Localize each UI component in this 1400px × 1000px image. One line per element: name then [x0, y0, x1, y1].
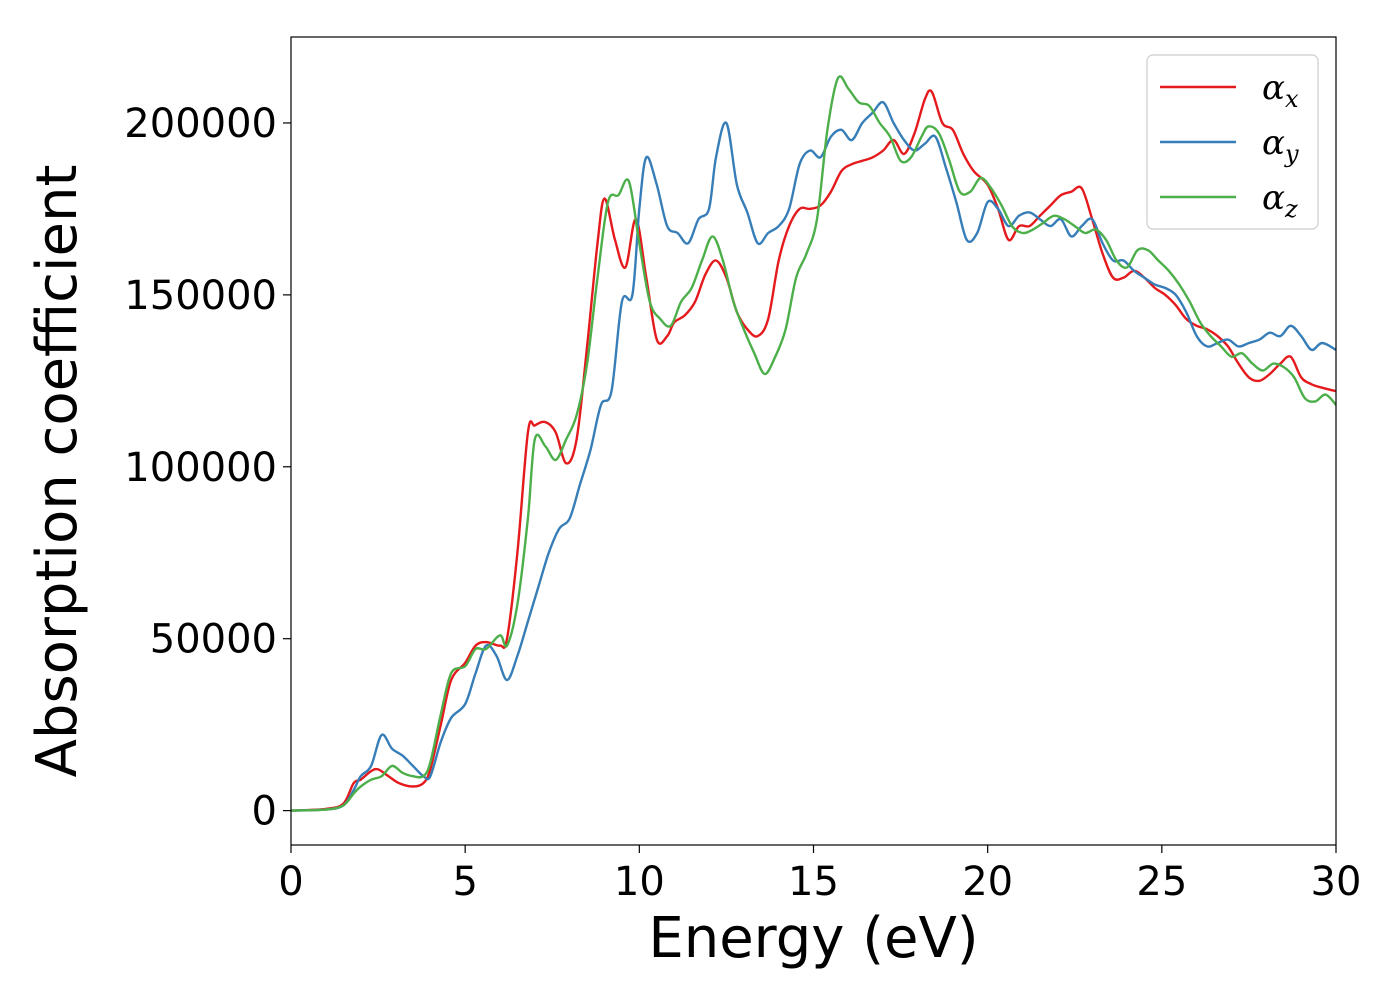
series-line-z: [291, 75, 1336, 812]
x-axis-title: Energy (eV): [648, 906, 978, 971]
x-tick-label: 15: [788, 859, 839, 905]
legend: αx αy αz: [1146, 54, 1319, 230]
x-tick-label: 0: [278, 859, 303, 905]
x-tick-label: 20: [962, 859, 1013, 905]
legend-label-x: αx: [1262, 68, 1299, 113]
x-axis: 0 5 10 15 20 25 30: [278, 845, 1361, 905]
x-tick-label: 25: [1136, 859, 1187, 905]
y-tick-label: 200000: [124, 101, 277, 147]
y-tick-label: 0: [252, 789, 277, 835]
y-tick-label: 100000: [124, 445, 277, 491]
y-axis: 0 50000 100000 150000 200000: [124, 101, 291, 835]
legend-label-y: αy: [1262, 123, 1299, 168]
x-tick-label: 10: [614, 859, 665, 905]
y-tick-label: 50000: [150, 617, 277, 663]
plot-area: [291, 75, 1336, 812]
series-line-x: [291, 89, 1336, 812]
y-axis-title: Absorption coefficient: [25, 165, 90, 778]
x-tick-label: 5: [452, 859, 477, 905]
y-tick-label: 150000: [124, 273, 277, 319]
legend-label-z: αz: [1262, 178, 1298, 223]
x-tick-label: 30: [1311, 859, 1362, 905]
